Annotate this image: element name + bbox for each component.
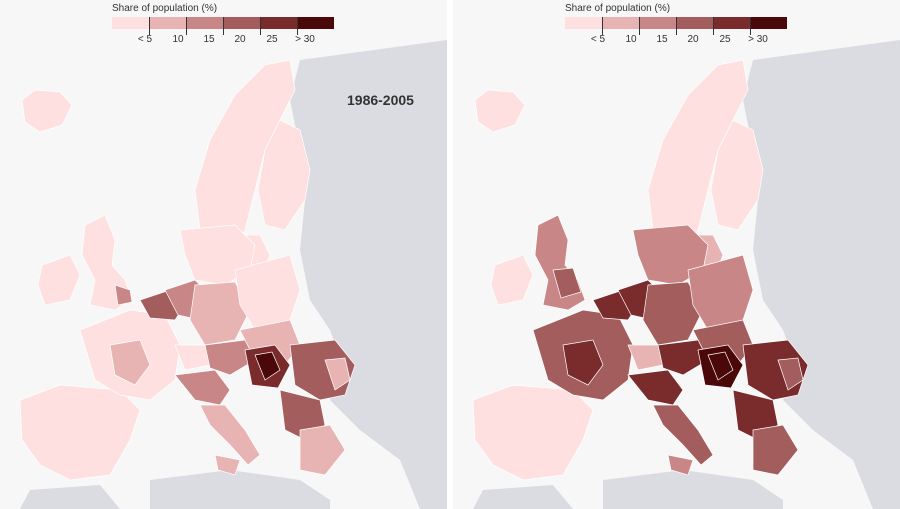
map-panel-future: Share of population (%) < 5 10 15 20 25 …: [453, 0, 900, 509]
iceland-region: [474, 89, 526, 133]
central-east-regions: [697, 339, 809, 476]
map-panel-1986-2005: Share of population (%) < 5 10 15 20 25 …: [0, 0, 447, 509]
period-label: 1986-2005: [347, 92, 414, 108]
italy-regions: [174, 369, 261, 476]
british-isles-regions: [37, 214, 133, 311]
legend-label: 20: [687, 34, 699, 45]
legend-right: Share of population (%) < 5 10 15 20 25 …: [565, 3, 805, 47]
legend-swatch: [149, 17, 186, 29]
iberia-regions: [19, 384, 141, 481]
british-isles-regions: [490, 214, 586, 311]
non-eu-land: [473, 40, 900, 509]
legend-swatch: [602, 17, 639, 29]
italy-regions: [627, 369, 714, 476]
legend-swatch: [297, 17, 334, 29]
legend-label: 10: [625, 34, 637, 45]
legend-color-scale: [565, 17, 787, 29]
legend-swatch: [565, 17, 602, 29]
legend-label: 20: [234, 34, 246, 45]
legend-tick: [639, 17, 640, 35]
legend-label: < 5: [590, 34, 606, 45]
legend-swatch: [260, 17, 297, 29]
europe-map-left: [19, 40, 447, 509]
legend-label: 25: [719, 34, 731, 45]
europe-map-right: [472, 40, 900, 509]
legend-label: 10: [172, 34, 184, 45]
legend-tick: [297, 17, 298, 35]
non-eu-land: [20, 40, 447, 509]
legend-left: Share of population (%) < 5 10 15 20 25 …: [112, 3, 352, 47]
legend-swatch: [112, 17, 149, 29]
legend-label: < 5: [137, 34, 153, 45]
iceland-region: [21, 89, 73, 133]
legend-swatch: [639, 17, 676, 29]
western-europe-regions: [79, 224, 301, 401]
legend-label: > 30: [748, 34, 768, 45]
legend-swatch: [750, 17, 787, 29]
legend-tick: [713, 17, 714, 35]
legend-swatch: [676, 17, 713, 29]
legend-label: 15: [203, 34, 215, 45]
legend-title: Share of population (%): [112, 3, 218, 14]
legend-color-scale: [112, 17, 334, 29]
legend-tick: [223, 17, 224, 35]
iberia-regions: [472, 384, 594, 481]
legend-swatch: [713, 17, 750, 29]
legend-title: Share of population (%): [565, 3, 671, 14]
legend-tick: [186, 17, 187, 35]
legend-tick: [149, 17, 150, 35]
legend-label: 25: [266, 34, 278, 45]
western-europe-regions: [532, 224, 754, 401]
legend-label: > 30: [295, 34, 315, 45]
legend-tick: [260, 17, 261, 35]
legend-label: 15: [656, 34, 668, 45]
central-east-regions: [244, 339, 356, 476]
legend-tick: [676, 17, 677, 35]
legend-tick: [602, 17, 603, 35]
legend-swatch: [223, 17, 260, 29]
legend-swatch: [186, 17, 223, 29]
legend-tick: [750, 17, 751, 35]
